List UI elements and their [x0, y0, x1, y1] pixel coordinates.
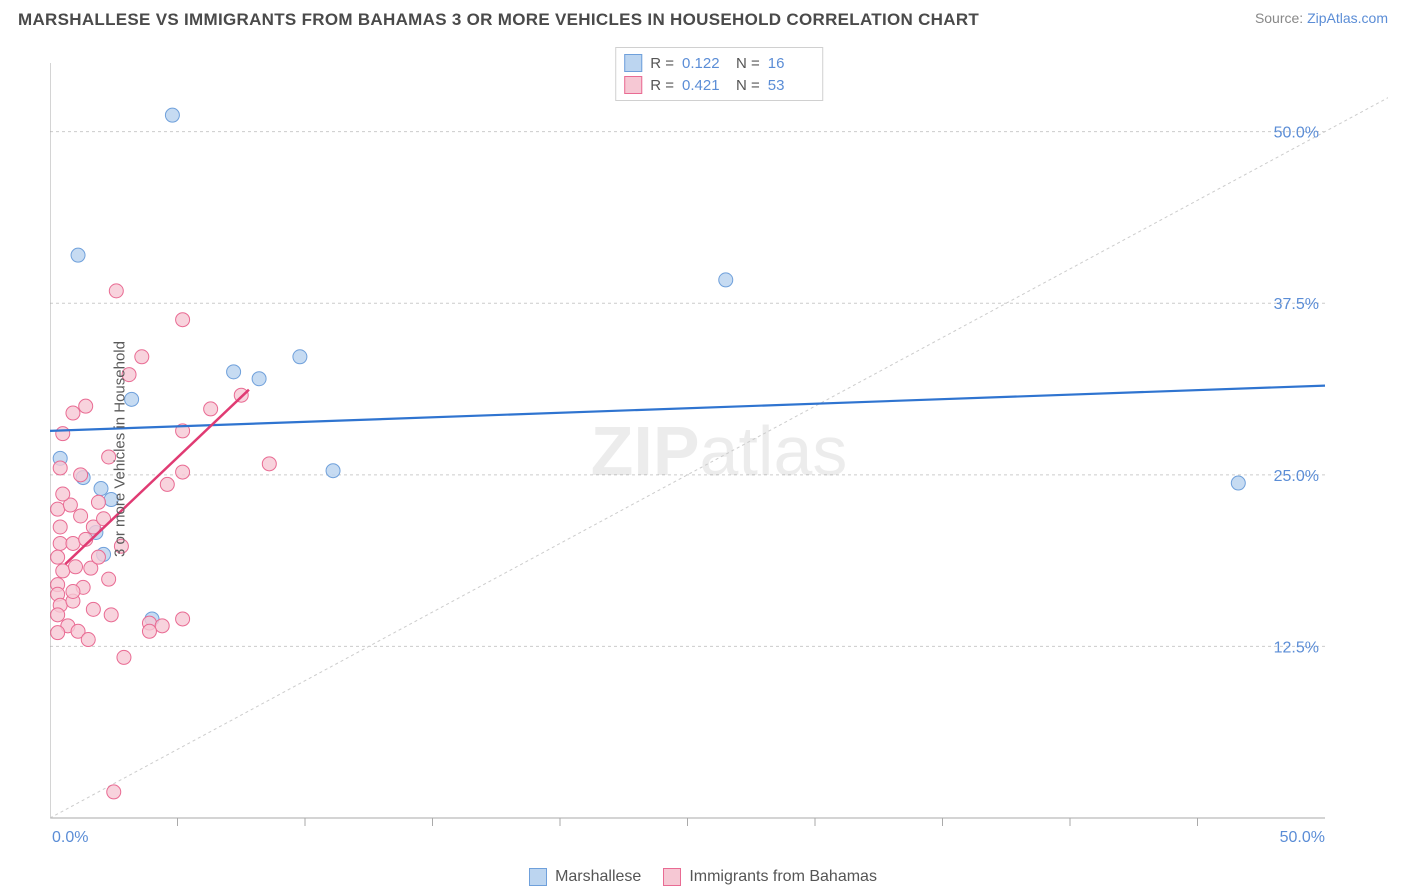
swatch-marshallese — [624, 54, 642, 72]
legend-label-bahamas: Immigrants from Bahamas — [689, 868, 877, 886]
n-value-marshallese: 16 — [768, 55, 814, 72]
swatch-bahamas — [624, 76, 642, 94]
n-value-bahamas: 53 — [768, 77, 814, 94]
swatch-bahamas — [663, 868, 681, 886]
source-attribution: Source: ZipAtlas.com — [1255, 10, 1388, 26]
y-axis-label: 3 or more Vehicles in Household — [111, 341, 128, 557]
svg-text:12.5%: 12.5% — [1274, 639, 1319, 656]
chart-title: MARSHALLESE VS IMMIGRANTS FROM BAHAMAS 3… — [18, 10, 979, 30]
svg-text:0.0%: 0.0% — [52, 829, 88, 846]
svg-text:37.5%: 37.5% — [1274, 296, 1319, 313]
series-legend: Marshallese Immigrants from Bahamas — [0, 868, 1406, 886]
n-label: N = — [736, 55, 760, 72]
header: MARSHALLESE VS IMMIGRANTS FROM BAHAMAS 3… — [0, 0, 1406, 30]
legend-item-bahamas: Immigrants from Bahamas — [663, 868, 877, 886]
scatter-plot: ZIPatlas 12.5% 25.0% 37.5% 50.0% 0.0% 50.0% — [50, 45, 1388, 852]
svg-text:50.0%: 50.0% — [1274, 125, 1319, 142]
r-label: R = — [650, 55, 674, 72]
swatch-marshallese — [529, 868, 547, 886]
x-tick-labels: 0.0% 50.0% — [52, 829, 1325, 846]
r-value-bahamas: 0.421 — [682, 77, 728, 94]
n-label: N = — [736, 77, 760, 94]
source-link[interactable]: ZipAtlas.com — [1307, 10, 1388, 26]
source-label: Source: — [1255, 10, 1303, 26]
legend-row-bahamas: R = 0.421 N = 53 — [624, 74, 814, 96]
watermark: ZIPatlas — [591, 412, 848, 490]
svg-text:50.0%: 50.0% — [1280, 829, 1325, 846]
legend-label-marshallese: Marshallese — [555, 868, 641, 886]
svg-text:25.0%: 25.0% — [1274, 468, 1319, 485]
legend-item-marshallese: Marshallese — [529, 868, 641, 886]
legend-row-marshallese: R = 0.122 N = 16 — [624, 52, 814, 74]
correlation-legend: R = 0.122 N = 16 R = 0.421 N = 53 — [615, 47, 823, 101]
chart-area: 3 or more Vehicles in Household ZIPatlas… — [50, 45, 1388, 852]
r-value-marshallese: 0.122 — [682, 55, 728, 72]
y-tick-labels: 12.5% 25.0% 37.5% 50.0% — [1274, 125, 1319, 657]
r-label: R = — [650, 77, 674, 94]
